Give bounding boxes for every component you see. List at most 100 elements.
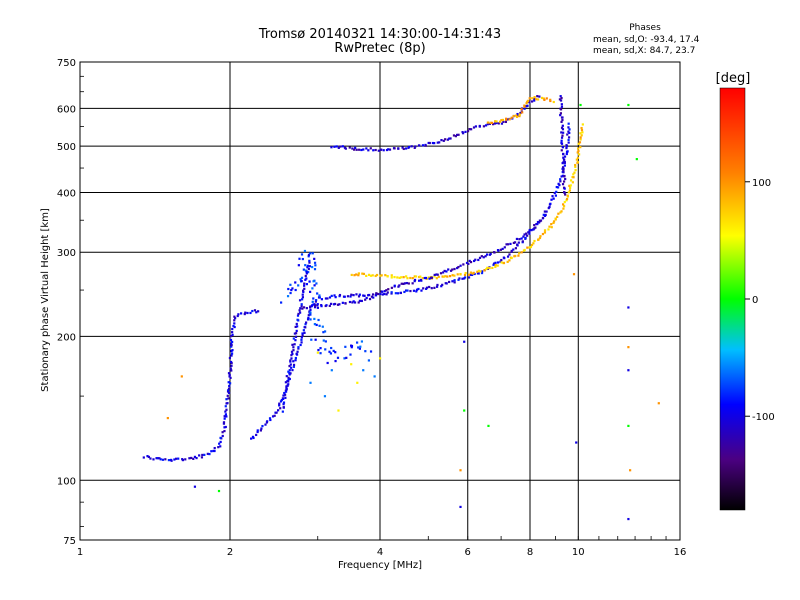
- data-point: [560, 142, 564, 145]
- data-point: [405, 147, 408, 150]
- data-point: [317, 348, 320, 352]
- data-point: [193, 485, 197, 488]
- data-point: [231, 331, 234, 334]
- data-point: [448, 137, 451, 140]
- data-point: [228, 375, 231, 378]
- data-point: [372, 296, 375, 299]
- data-point: [563, 160, 566, 164]
- data-point: [514, 247, 517, 250]
- data-point: [536, 95, 539, 98]
- data-point: [155, 457, 158, 460]
- data-point: [365, 296, 368, 300]
- data-point: [296, 314, 300, 317]
- data-point: [469, 273, 472, 276]
- data-point: [299, 307, 302, 310]
- data-point: [251, 435, 255, 438]
- data-point: [563, 155, 567, 158]
- data-point: [393, 147, 396, 150]
- data-point: [298, 299, 302, 302]
- data-point: [379, 357, 382, 360]
- data-point: [535, 98, 538, 101]
- data-point: [309, 308, 312, 311]
- data-point: [574, 165, 577, 168]
- data-point: [497, 122, 500, 125]
- data-point: [227, 387, 231, 390]
- data-point: [556, 215, 559, 219]
- data-point: [579, 136, 582, 139]
- data-point: [457, 278, 460, 281]
- data-point: [381, 293, 384, 296]
- y-tick-label: 200: [57, 332, 76, 343]
- data-point: [307, 316, 310, 319]
- data-point: [337, 146, 340, 149]
- data-point: [499, 260, 502, 263]
- data-point: [627, 369, 630, 372]
- data-point: [225, 415, 228, 418]
- data-point: [519, 111, 522, 115]
- data-point: [349, 353, 352, 356]
- data-point: [408, 145, 411, 149]
- data-point: [420, 279, 423, 282]
- colorbar-gradient: [719, 87, 746, 511]
- data-point: [536, 98, 540, 101]
- data-point: [506, 255, 510, 258]
- data-point: [402, 282, 405, 286]
- data-point: [328, 304, 331, 307]
- data-point: [218, 442, 221, 445]
- data-point: [381, 290, 384, 293]
- data-point: [479, 270, 482, 273]
- data-point: [581, 123, 584, 126]
- y-tick-label: 300: [57, 248, 76, 259]
- data-point: [230, 352, 234, 355]
- data-point: [304, 274, 307, 278]
- data-point: [369, 147, 372, 150]
- data-point: [495, 121, 498, 125]
- data-point: [515, 114, 518, 117]
- data-point: [567, 141, 570, 144]
- data-point: [403, 282, 406, 285]
- data-point: [384, 274, 387, 277]
- data-point: [374, 148, 377, 152]
- data-point: [350, 363, 353, 366]
- data-point: [221, 431, 224, 434]
- data-point: [227, 391, 231, 394]
- data-point: [561, 124, 564, 127]
- data-point: [226, 390, 230, 393]
- data-point: [227, 381, 230, 384]
- data-point: [467, 276, 471, 279]
- data-point: [485, 253, 489, 256]
- data-point: [543, 210, 546, 213]
- data-point: [227, 389, 230, 392]
- data-point: [279, 400, 283, 403]
- data-point: [177, 457, 180, 460]
- data-point: [532, 242, 535, 245]
- data-point: [567, 136, 571, 139]
- data-point: [512, 241, 515, 245]
- data-point: [311, 300, 314, 303]
- data-point: [486, 121, 489, 124]
- data-point: [573, 171, 576, 174]
- data-point: [308, 259, 311, 262]
- data-point: [325, 304, 328, 307]
- data-point: [149, 457, 152, 460]
- data-point: [201, 453, 204, 457]
- data-point: [335, 145, 338, 148]
- data-point: [512, 114, 515, 118]
- data-point: [355, 293, 358, 296]
- data-point: [286, 295, 290, 298]
- data-point: [453, 274, 456, 277]
- data-point: [313, 323, 316, 326]
- data-point: [304, 278, 307, 281]
- data-point: [229, 335, 233, 338]
- data-point: [523, 104, 526, 107]
- data-point: [387, 148, 390, 151]
- data-point: [304, 264, 307, 267]
- data-point: [190, 456, 193, 460]
- data-point: [468, 259, 471, 263]
- data-point: [474, 125, 478, 128]
- data-point: [180, 375, 183, 378]
- data-point: [310, 338, 313, 341]
- data-point: [300, 305, 303, 308]
- data-point: [454, 135, 457, 138]
- data-point: [494, 263, 497, 267]
